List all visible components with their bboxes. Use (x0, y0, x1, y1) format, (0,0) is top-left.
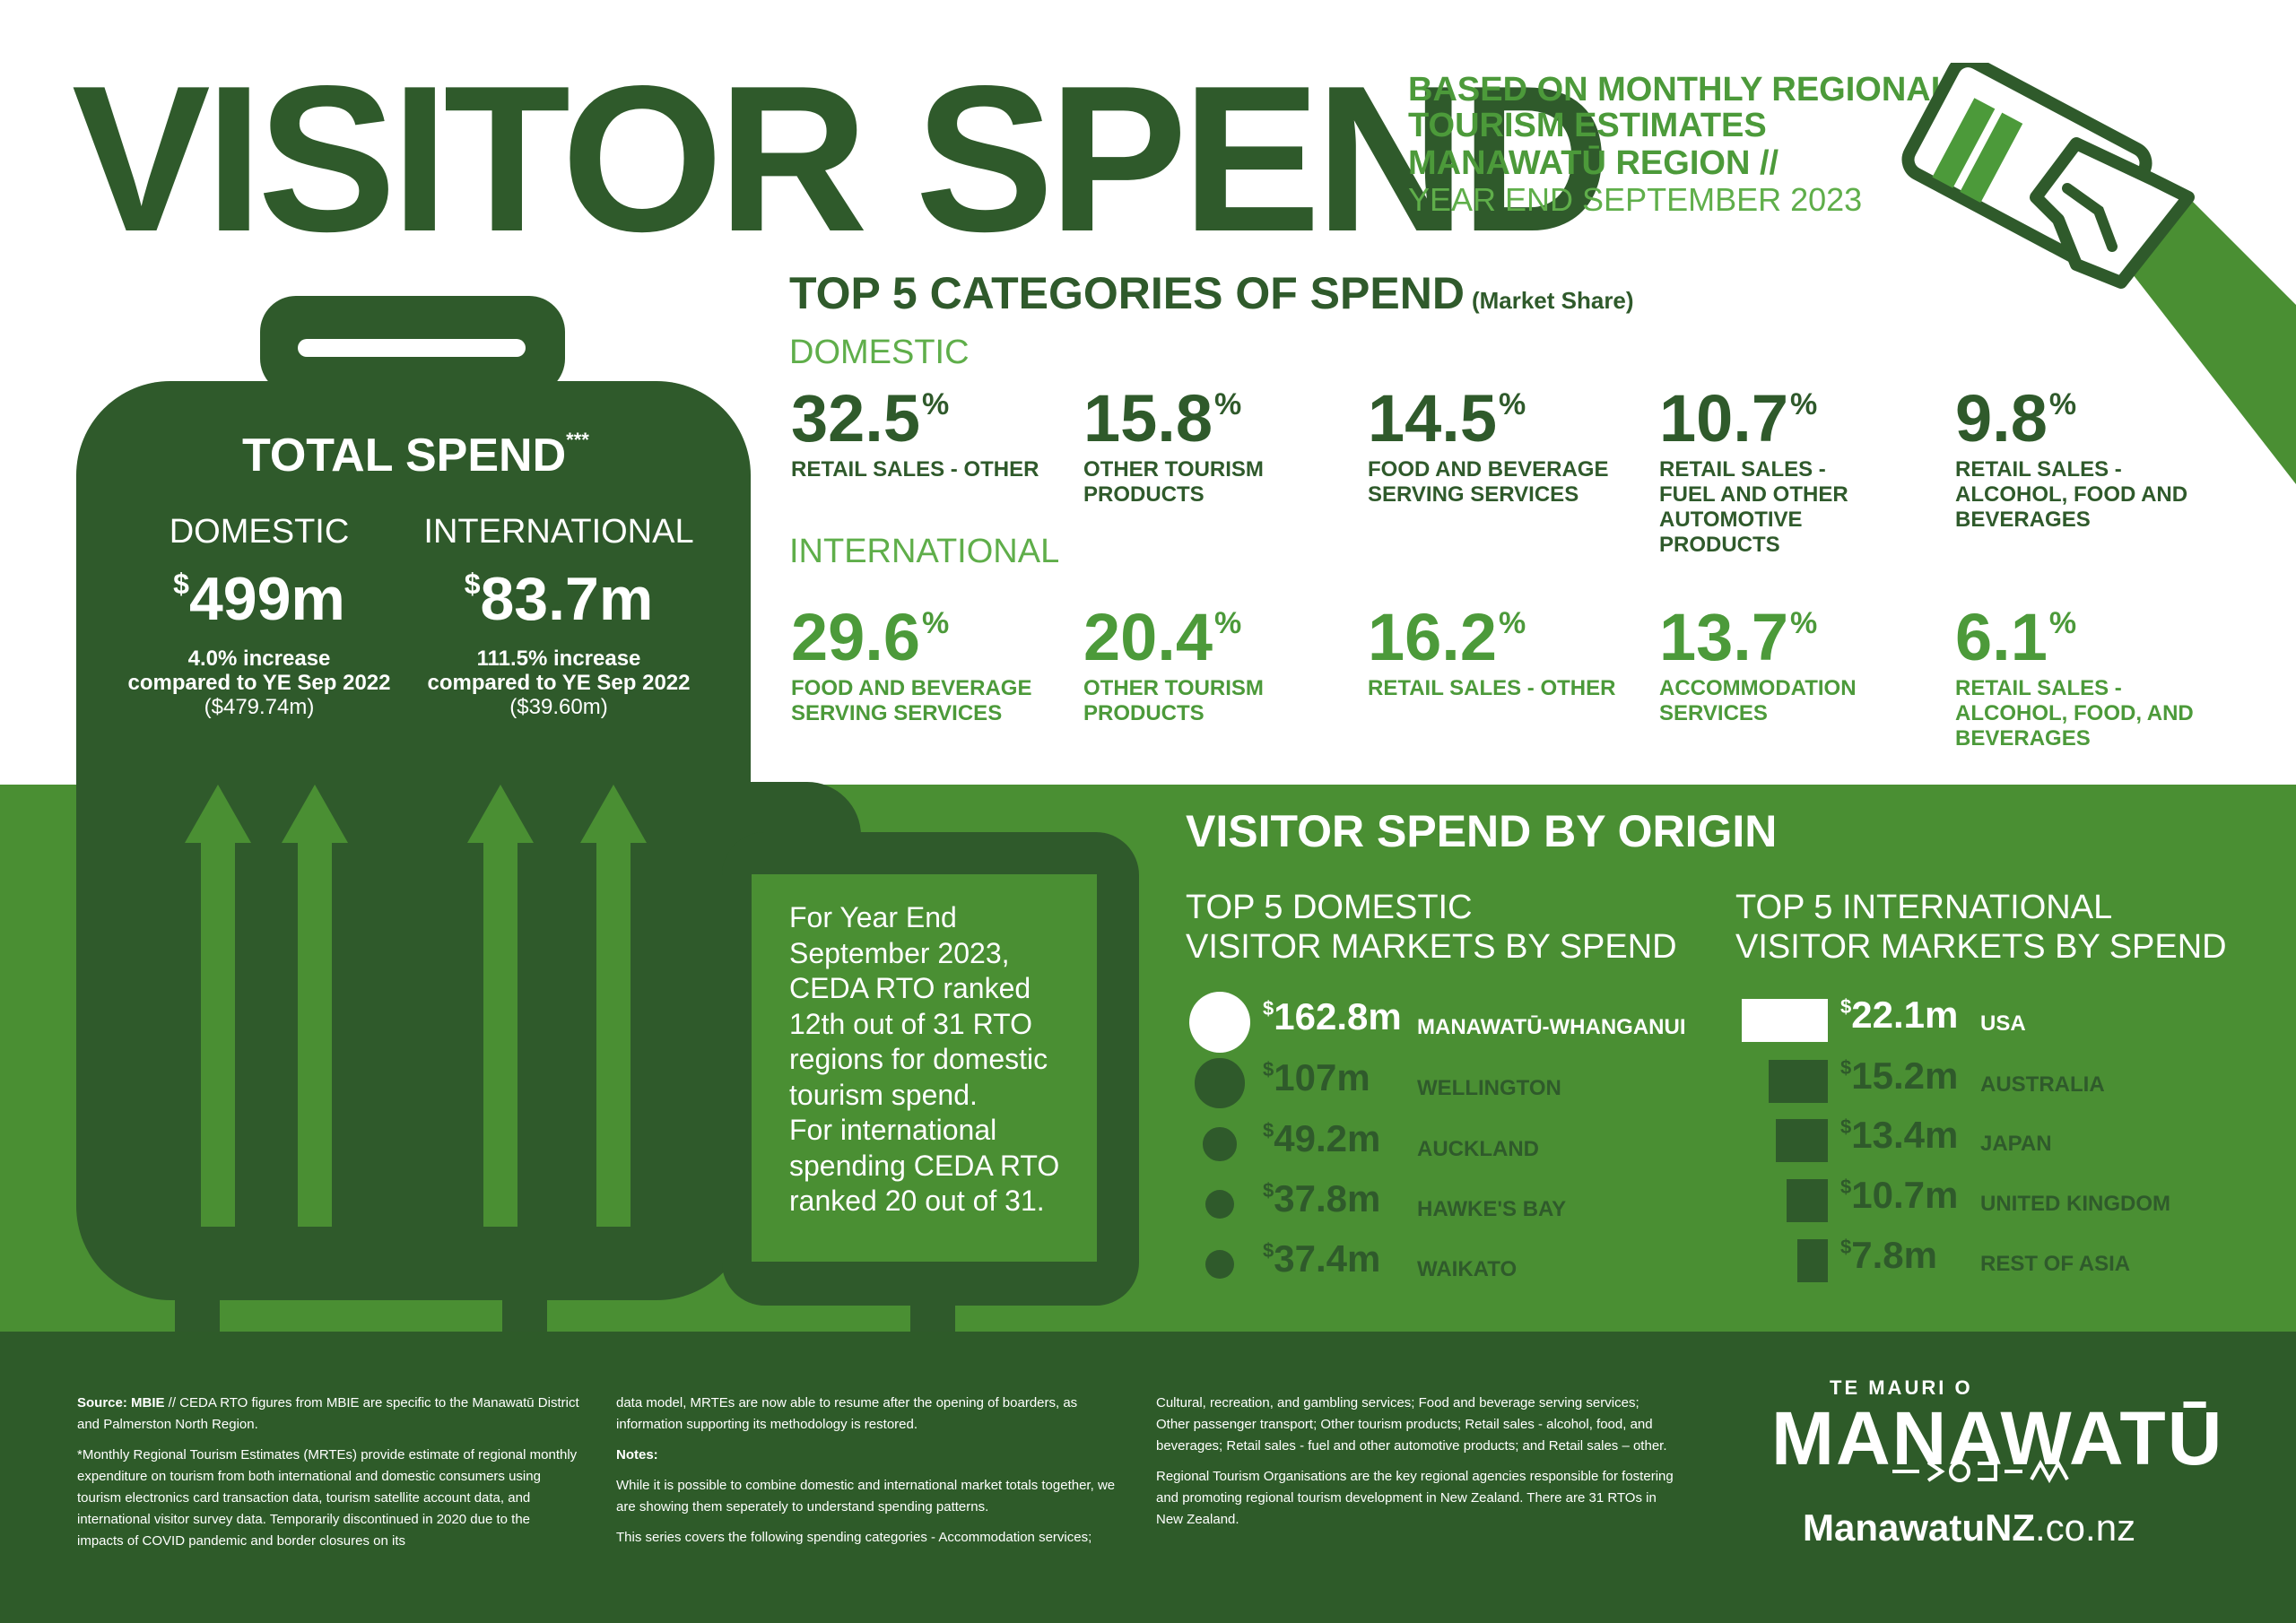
category-item: 9.8% RETAIL SALES - ALCOHOL, FOOD AND BEVER… (1955, 386, 2215, 533)
market-name: WAIKATO (1417, 1257, 1518, 1281)
category-label: RETAIL SALES - FUEL AND OTHER AUTOMOTIVE PR… (1659, 457, 1848, 557)
category-percent: 16.2% (1368, 600, 1526, 674)
domestic-section-label: DOMESTIC (789, 334, 970, 371)
category-label: RETAIL SALES - OTHER (791, 457, 1039, 482)
ranking-text: For Year End September 2023, CEDA RTO ra… (789, 901, 1060, 1217)
category-item: 20.4% OTHER TOURISM PRODUCTS (1083, 604, 1344, 726)
page-title: VISITOR SPEND (72, 43, 1611, 275)
footer-col-notes: data model, MRTEs are now able to resume… (616, 1395, 1116, 1545)
subtitle-block: BASED ON MONTHLY REGIONAL TOURISM ESTIMA… (1408, 72, 2036, 217)
market-bar (1797, 1239, 1828, 1282)
domestic-total-value: $499m (173, 565, 345, 633)
market-name: UNITED KINGDOM (1980, 1192, 2170, 1216)
category-label: OTHER TOURISM PRODUCTS (1083, 457, 1264, 507)
category-percent: 29.6% (791, 600, 950, 674)
market-value: $49.2m (1263, 1117, 1381, 1159)
category-item: 32.5% RETAIL SALES - OTHER (791, 386, 1051, 482)
market-value: $162.8m (1263, 995, 1402, 1037)
market-name: HAWKE'S BAY (1417, 1197, 1567, 1221)
market-bar (1786, 1179, 1828, 1222)
category-item: 29.6% FOOD AND BEVERAGE SERVING SERVICES (791, 604, 1051, 726)
domestic-markets-heading: TOP 5 DOMESTIC VISITOR MARKETS BY SPEND (1186, 889, 1677, 966)
suitcase-illustration (76, 296, 1139, 1332)
domestic-total: DOMESTIC $499m 4.0% increase compared to … (111, 513, 407, 719)
market-value: $15.2m (1840, 1055, 1959, 1097)
sleeve-shape (2108, 197, 2296, 484)
category-percent: 13.7% (1659, 600, 1818, 674)
market-circle (1203, 1127, 1237, 1161)
international-total-value: $83.7m (464, 565, 654, 633)
logo-tagline: TE MAURI O (1830, 1376, 1973, 1399)
footnote-mark: *** (566, 429, 589, 451)
market-circle (1189, 992, 1250, 1053)
market-bar (1775, 1119, 1828, 1162)
footer-col-source: Source: MBIE // CEDA RTO figures from MB… (77, 1395, 579, 1549)
market-circle (1195, 1058, 1245, 1108)
category-percent: 32.5% (791, 381, 950, 456)
category-label: FOOD AND BEVERAGE SERVING SERVICES (1368, 457, 1609, 507)
category-item: 15.8% OTHER TOURISM PRODUCTS (1083, 386, 1344, 508)
total-spend-heading: TOTAL SPEND*** (242, 429, 589, 482)
market-name: MANAWATŪ-WHANGANUI (1417, 1015, 1686, 1039)
market-name: JAPAN (1980, 1132, 2052, 1156)
international-change: 111.5% increase compared to YE Sep 2022 (427, 647, 691, 695)
market-name: REST OF ASIA (1980, 1252, 2131, 1276)
market-value: $107m (1263, 1056, 1370, 1098)
category-label: RETAIL SALES - OTHER (1368, 676, 1616, 700)
category-label: RETAIL SALES - ALCOHOL, FOOD AND BEVERAGES (1955, 457, 2188, 532)
market-value: $7.8m (1840, 1234, 1937, 1276)
category-percent: 6.1% (1955, 600, 2077, 674)
category-label: ACCOMMODATION SERVICES (1659, 676, 1857, 725)
origin-heading: VISITOR SPEND BY ORIGIN (1186, 806, 1778, 856)
category-item: 10.7% RETAIL SALES - FUEL AND OTHER AUTOMOT… (1659, 386, 1919, 558)
category-percent: 15.8% (1083, 381, 1242, 456)
market-name: AUCKLAND (1417, 1137, 1539, 1161)
market-name: USA (1980, 1011, 2026, 1036)
category-label: OTHER TOURISM PRODUCTS (1083, 676, 1264, 725)
market-name: AUSTRALIA (1980, 1072, 2105, 1097)
international-previous: ($39.60m) (509, 695, 608, 719)
international-section-label: INTERNATIONAL (789, 533, 1060, 570)
card-in-hand-icon (1901, 63, 2296, 484)
market-circle (1205, 1249, 1235, 1280)
international-markets-heading: TOP 5 INTERNATIONAL VISITOR MARKETS BY S… (1735, 889, 2227, 966)
category-item: 6.1% RETAIL SALES - ALCOHOL, FOOD, AND BEVE… (1955, 604, 2215, 751)
market-value: $37.4m (1263, 1237, 1381, 1280)
category-percent: 14.5% (1368, 381, 1526, 456)
international-total: INTERNATIONAL $83.7m 111.5% increase comp… (411, 513, 707, 719)
category-percent: 9.8% (1955, 381, 2077, 456)
market-bar (1768, 1060, 1828, 1103)
categories-heading: TOP 5 CATEGORIES OF SPEND (Market Share) (789, 268, 1634, 318)
subtitle-line: TOURISM ESTIMATES (1408, 107, 1767, 144)
market-bar (1742, 999, 1828, 1042)
category-item: 13.7% ACCOMMODATION SERVICES (1659, 604, 1919, 726)
market-value: $10.7m (1840, 1174, 1959, 1216)
footer-band (0, 1332, 2296, 1623)
category-item: 14.5% FOOD AND BEVERAGE SERVING SERVICES (1368, 386, 1628, 508)
category-item: 16.2% RETAIL SALES - OTHER (1368, 604, 1628, 701)
subtitle-region: MANAWATŪ REGION // (1408, 144, 1779, 182)
domestic-total-label: DOMESTIC (169, 513, 350, 551)
market-value: $37.8m (1263, 1177, 1381, 1219)
categories-heading-note: (Market Share) (1471, 287, 1634, 314)
footer-col-categories: Cultural, recreation, and gambling servi… (1156, 1395, 1674, 1527)
subtitle-period: YEAR END SEPTEMBER 2023 (1408, 181, 1863, 218)
category-percent: 20.4% (1083, 600, 1242, 674)
market-value: $13.4m (1840, 1114, 1959, 1156)
domestic-previous: ($479.74m) (204, 695, 315, 719)
international-total-label: INTERNATIONAL (423, 513, 694, 551)
category-label: RETAIL SALES - ALCOHOL, FOOD, AND BEVERAGE… (1955, 676, 2194, 751)
website-link[interactable]: ManawatuNZ.co.nz (1803, 1506, 2136, 1549)
market-value: $22.1m (1840, 994, 1959, 1036)
category-label: FOOD AND BEVERAGE SERVING SERVICES (791, 676, 1032, 725)
domestic-change: 4.0% increase compared to YE Sep 2022 (127, 647, 391, 695)
logo-pattern-icon (1892, 1460, 2069, 1483)
category-percent: 10.7% (1659, 381, 1818, 456)
market-circle (1205, 1189, 1235, 1219)
market-name: WELLINGTON (1417, 1076, 1561, 1100)
subtitle-line: BASED ON MONTHLY REGIONAL (1408, 71, 1952, 108)
hand-shape (2030, 137, 2195, 289)
